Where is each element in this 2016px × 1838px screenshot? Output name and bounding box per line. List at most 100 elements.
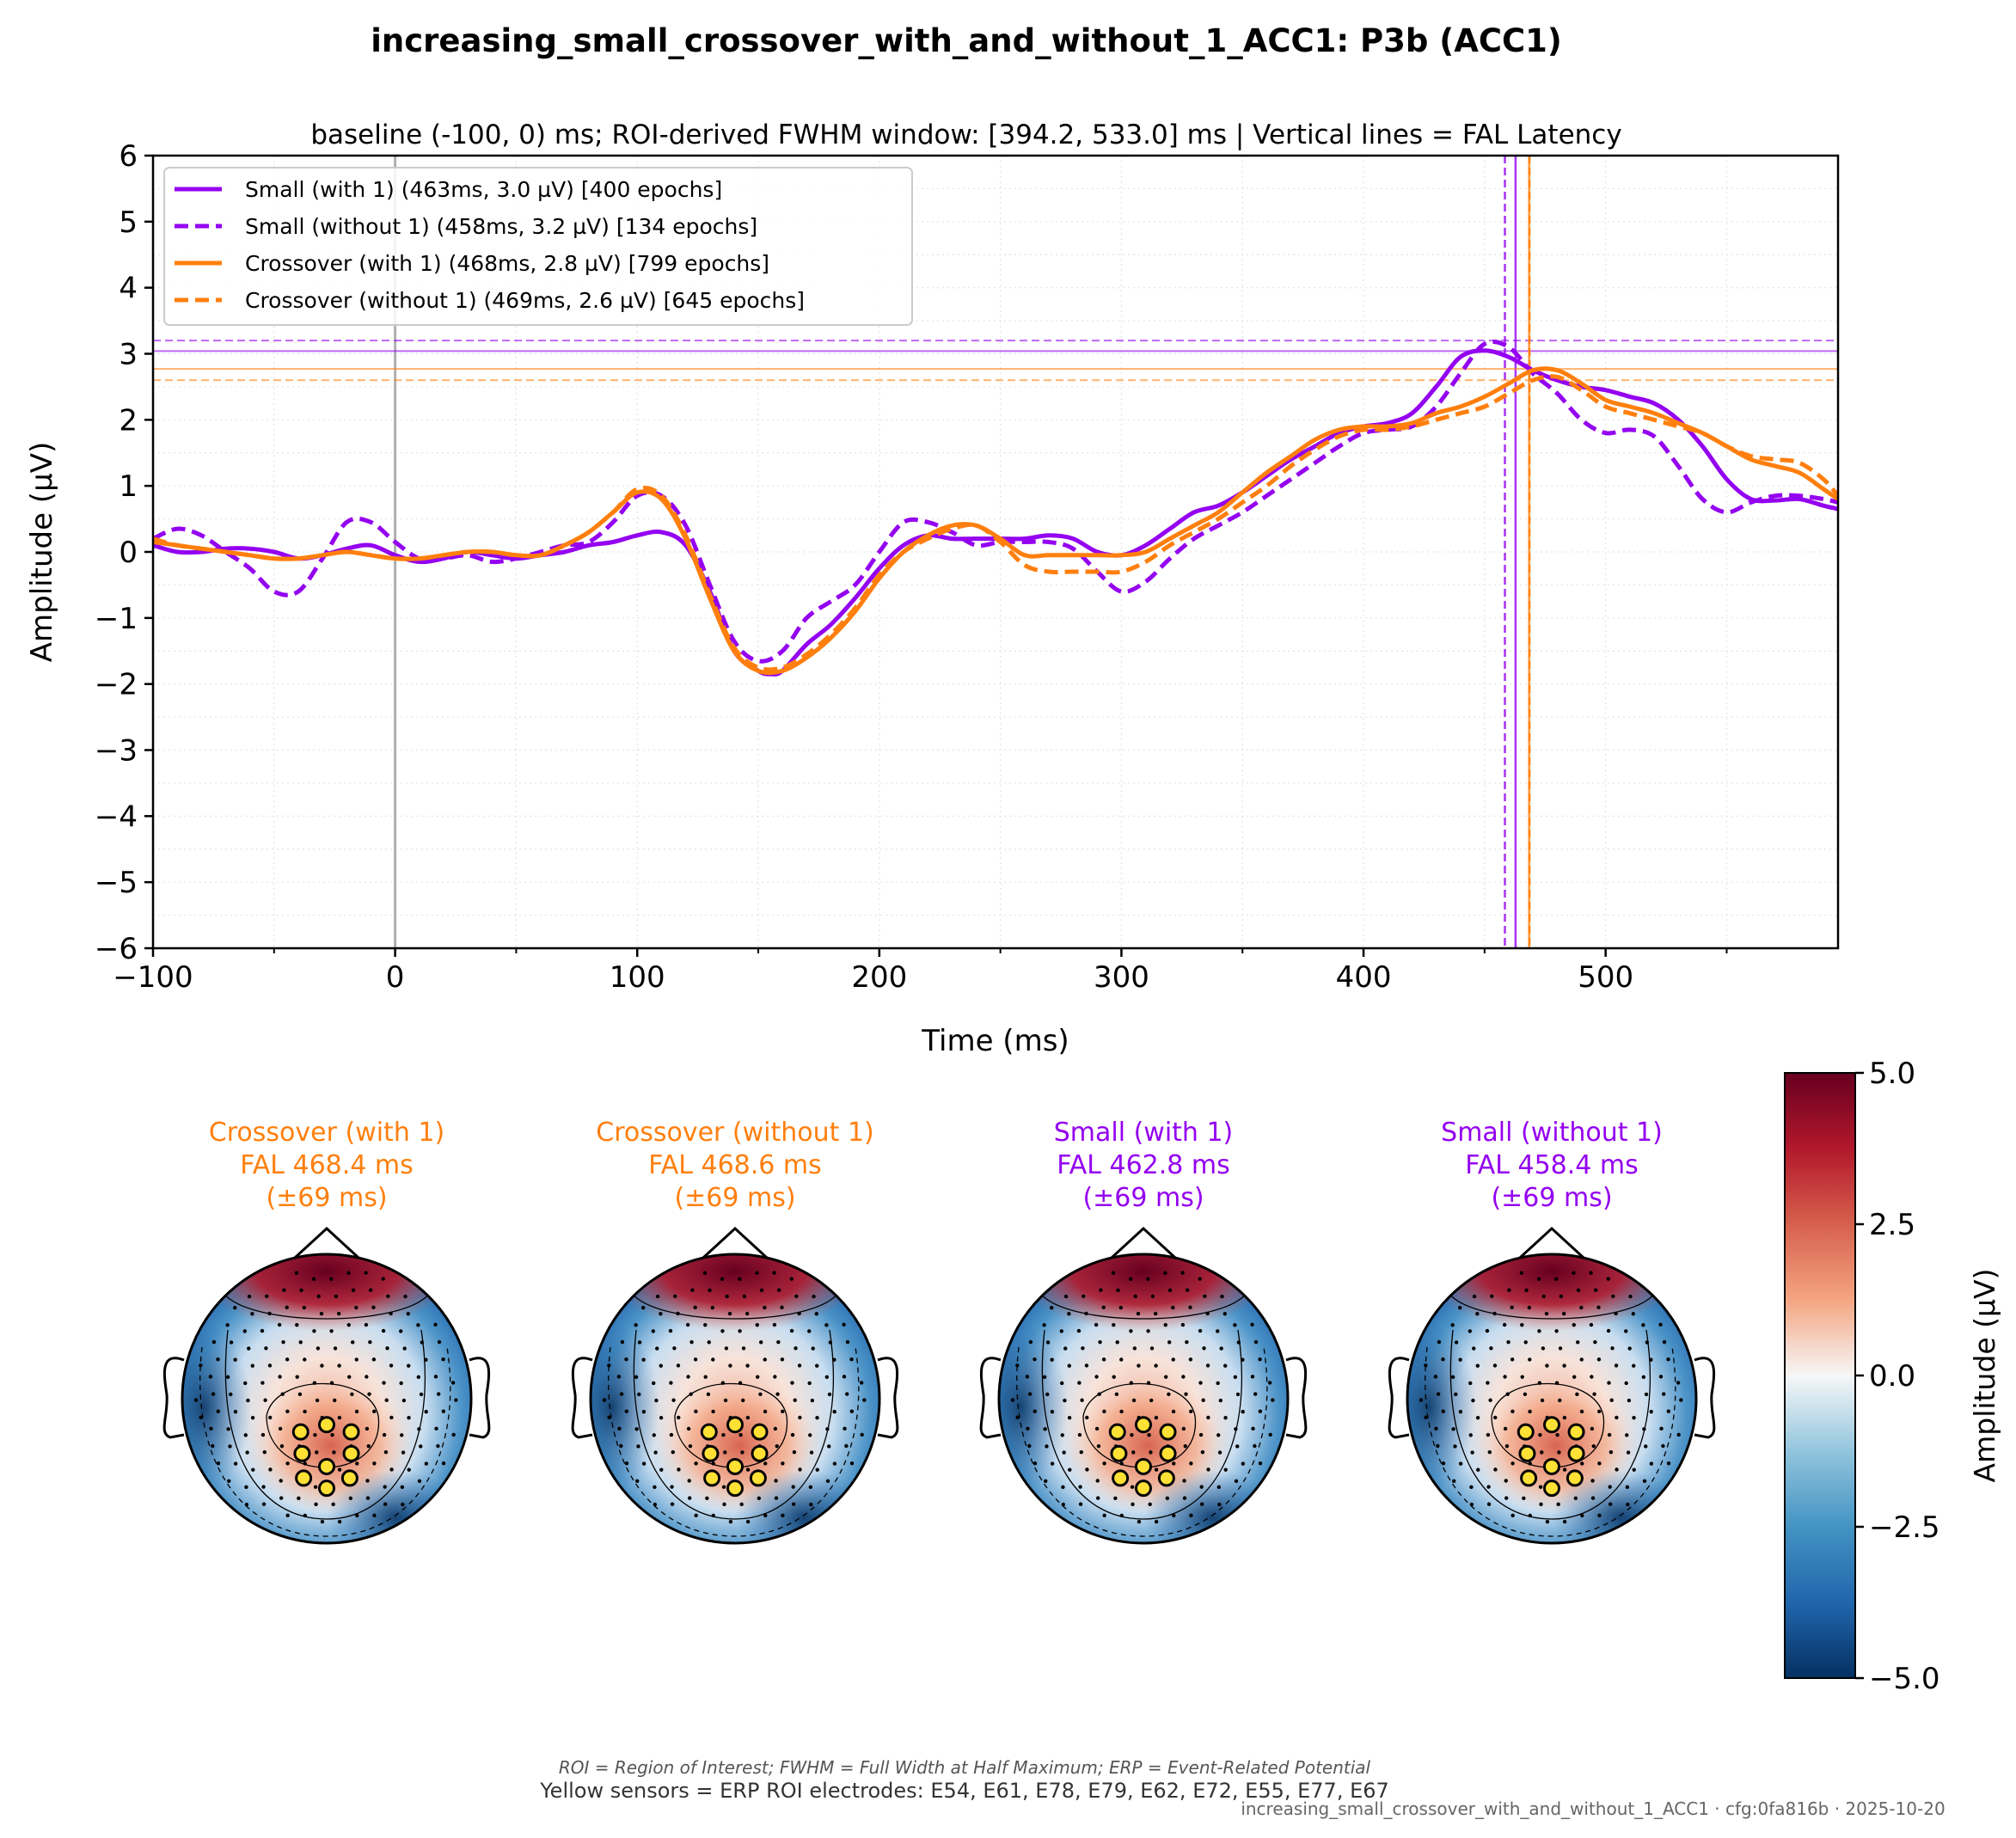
left-negativity [591,1321,659,1493]
sensor-dot [703,1322,708,1327]
sensor-dot [389,1467,394,1472]
sensor-dot [798,1415,802,1420]
sensor-dot [825,1427,830,1431]
sensor-dot [1644,1392,1649,1397]
sensor-dot [1527,1305,1532,1310]
sensor-dot [1172,1513,1176,1518]
sensor-dot [1206,1467,1210,1472]
sensor-dot [450,1381,456,1385]
y-tick-label: −2 [95,668,138,702]
sensor-dot [1163,1271,1167,1275]
sensor-dot [400,1485,405,1490]
sensor-dot [1510,1305,1514,1310]
sensor-dot [1154,1519,1159,1524]
sensor-dot [1490,1294,1494,1298]
sensor-dot [1624,1329,1628,1333]
sensor-dot [1061,1502,1066,1507]
sensor-dot [790,1381,794,1385]
sensor-dot [1167,1392,1171,1397]
sensor-dot [1147,1433,1151,1437]
sensor-dot [1492,1311,1497,1316]
sensor-dot [243,1433,248,1437]
sensor-dot [1223,1363,1228,1368]
sensor-dot [1596,1357,1602,1362]
sensor-dot [842,1322,846,1327]
sensor-dot [312,1381,317,1385]
sensor-dot [798,1467,802,1472]
sensor-dot [1486,1502,1492,1506]
sensor-dot [1554,1381,1559,1385]
sensor-dot [350,1392,354,1397]
sensor-dot [1510,1357,1515,1362]
sensor-dot [1504,1479,1508,1483]
sensor-dot [1528,1461,1532,1466]
sensor-dot [860,1432,864,1437]
sensor-dot [1050,1461,1055,1466]
sensor-dot [329,1277,334,1281]
sensor-dot [763,1461,768,1466]
sensor-dot [810,1398,815,1403]
topomap-row: Crossover (with 1)FAL 468.4 ms(±69 ms)Cr… [162,1118,1716,1545]
sensor-dot [281,1339,285,1345]
right-ear-outline [469,1357,491,1439]
sensor-dot [824,1323,829,1327]
sensor-dot [1468,1329,1473,1333]
sensor-dot [382,1432,387,1437]
sensor-dot [1102,1461,1106,1466]
sensor-dot [1063,1346,1068,1351]
sensor-dot [1597,1409,1602,1414]
sensor-dot [407,1363,411,1368]
sensor-dot [1424,1415,1428,1419]
sensor-dot [1067,1312,1071,1316]
roi-sensor [318,1480,335,1498]
sensor-dot [1573,1496,1578,1500]
sensor-dot [791,1502,796,1506]
sensor-dot [669,1381,673,1385]
sensor-dot [1450,1323,1455,1327]
sensor-dot [1189,1409,1193,1414]
sensor-dot [1608,1502,1613,1506]
sensor-dot [1217,1502,1222,1507]
sensor-dot [354,1305,358,1310]
sensor-dot [659,1467,664,1472]
sensor-dot [1184,1392,1188,1396]
sensor-dot [320,1519,325,1524]
sensor-dot [824,1375,830,1380]
left-negativity [1407,1321,1476,1493]
sensor-dot [1118,1305,1124,1310]
sensor-dot [1050,1305,1054,1310]
sensor-dot [1241,1461,1246,1466]
sensor-dot [720,1277,725,1281]
roi-sensor [703,1469,721,1487]
sensor-dot [1082,1294,1086,1298]
sensor-dot [299,1288,303,1293]
sensor-dot [1146,1277,1150,1281]
right-ear-outline [1285,1357,1308,1439]
sensor-dot [1258,1461,1263,1466]
sensor-dot [1067,1363,1071,1368]
sensor-dot [1202,1346,1206,1351]
topomap-title-line: FAL 468.6 ms [648,1150,822,1180]
sensor-dot [436,1392,441,1396]
sensor-dot [1216,1381,1220,1386]
sensor-dot [1119,1409,1124,1414]
sensor-dot [1253,1392,1258,1396]
sensor-dot [1250,1322,1254,1327]
sensor-dot [228,1444,232,1449]
y-tick-label: 4 [119,272,138,306]
sensor-dot [282,1288,286,1292]
sensor-dot [334,1294,339,1299]
sensor-dot [722,1502,726,1507]
sensor-dot [277,1322,282,1327]
sensor-dot [1576,1288,1581,1293]
sensor-dot [278,1426,283,1431]
sensor-dot [759,1288,764,1293]
sensor-dot [367,1392,371,1396]
sensor-dot [1080,1398,1084,1402]
sensor-dot [634,1427,639,1431]
sensor-dot [1267,1381,1272,1385]
sensor-dot [1625,1433,1629,1437]
x-tick-label: −100 [113,960,193,995]
sensor-dot [1519,1271,1524,1275]
x-tick-label: 500 [1578,960,1633,995]
